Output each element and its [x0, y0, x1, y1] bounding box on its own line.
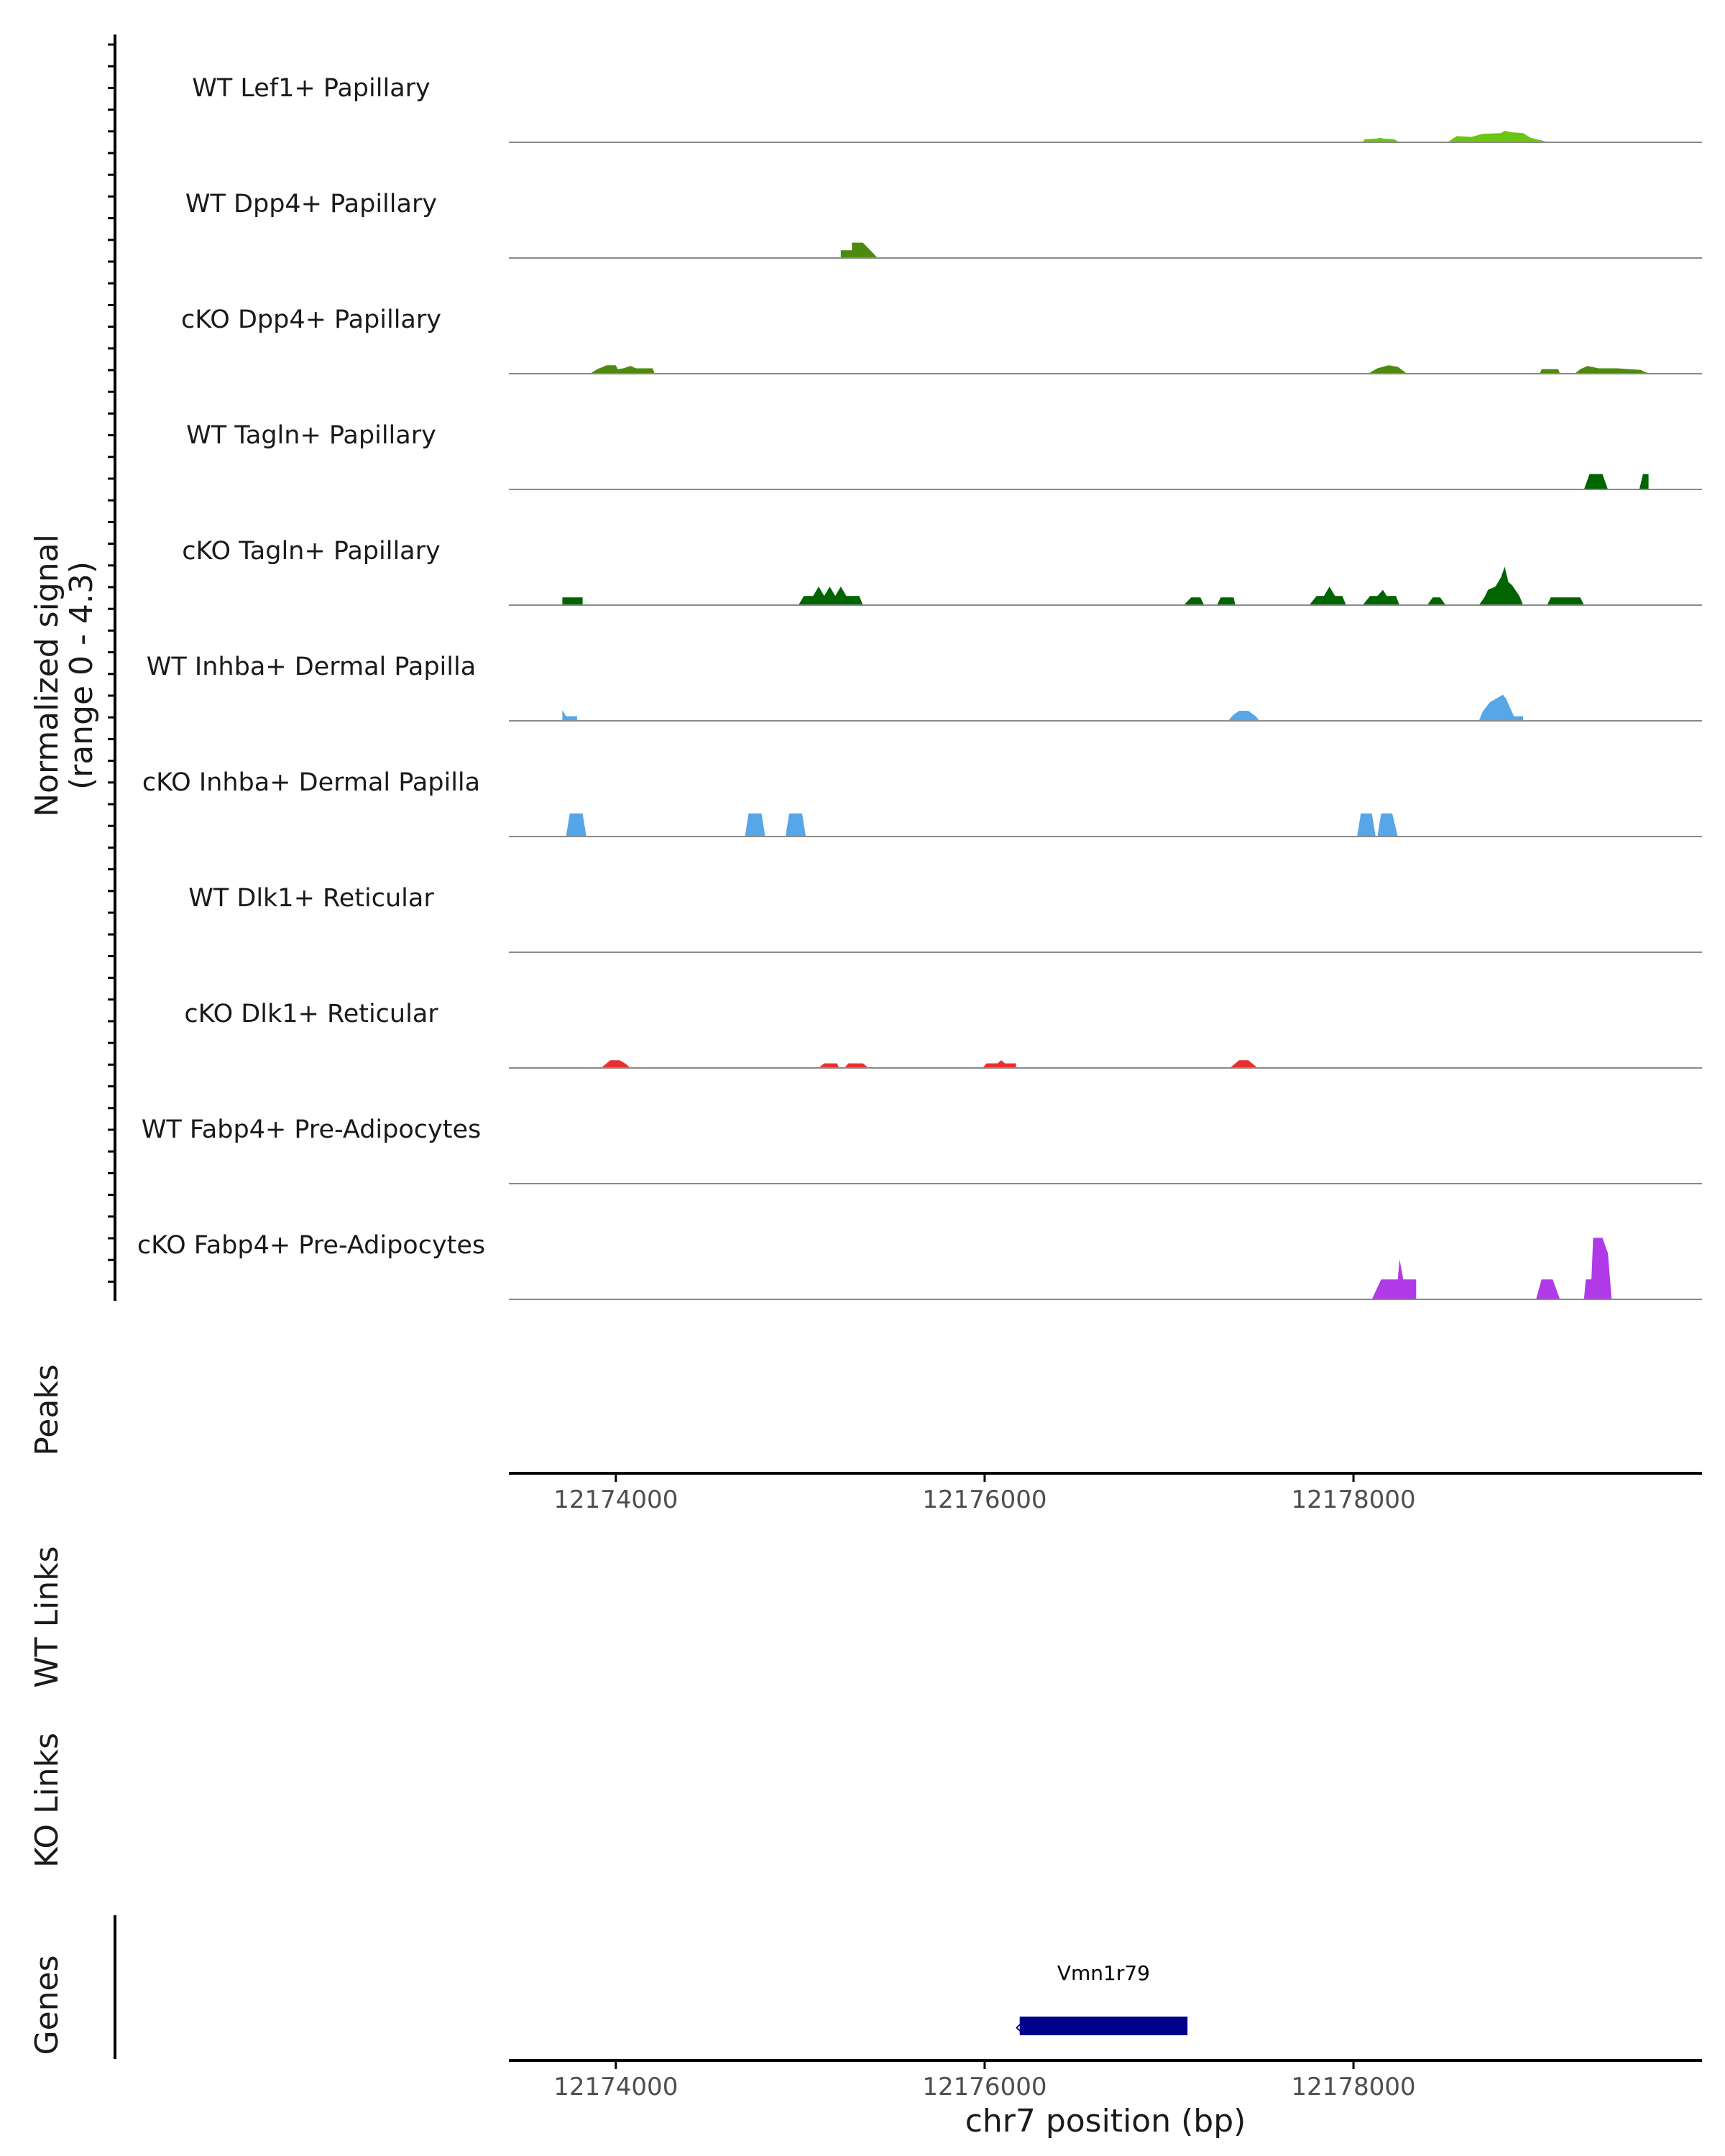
track-label: cKO Fabp4+ Pre-Adipocytes: [137, 1231, 485, 1260]
signal-y-ticks: [108, 43, 115, 1283]
signal-y-range-label: (range 0 - 4.3): [63, 561, 100, 790]
x-tick-label: 12176000: [922, 1485, 1046, 1514]
track-label: WT Dpp4+ Papillary: [185, 190, 437, 218]
track-8: cKO Dlk1+ Reticular: [184, 1000, 1702, 1069]
track-signal: [566, 813, 1398, 837]
track-signal: [840, 242, 878, 258]
track-0: WT Lef1+ Papillary: [192, 74, 1702, 143]
track-signal: [1371, 1238, 1612, 1299]
track-label: WT Tagln+ Papillary: [186, 421, 436, 450]
x-tick-label: 12176000: [922, 2073, 1046, 2101]
track-5: WT Inhba+ Dermal Papilla: [147, 653, 1702, 722]
strand-arrow-icon: ‹: [1014, 2017, 1021, 2038]
track-label: WT Fabp4+ Pre-Adipocytes: [142, 1115, 481, 1144]
gene-label: Vmn1r79: [1057, 1961, 1150, 1985]
track-signal: [562, 566, 1584, 605]
track-signal: [1583, 474, 1649, 489]
signal-y-label: Normalized signal: [29, 534, 65, 817]
x-tick-label: 12178000: [1292, 1485, 1416, 1514]
track-label: cKO Tagln+ Papillary: [182, 537, 441, 566]
track-1: WT Dpp4+ Papillary: [185, 190, 1702, 259]
track-9: WT Fabp4+ Pre-Adipocytes: [142, 1115, 1702, 1184]
x-axis-label: chr7 position (bp): [965, 2103, 1246, 2139]
track-6: cKO Inhba+ Dermal Papilla: [142, 768, 1702, 837]
peaks-panel-label: Peaks: [29, 1364, 65, 1455]
track-10: cKO Fabp4+ Pre-Adipocytes: [137, 1231, 1702, 1300]
track-signal: [1362, 131, 1549, 142]
track-label: WT Lef1+ Papillary: [192, 74, 431, 103]
x-tick-label: 12174000: [553, 1485, 678, 1514]
track-7: WT Dlk1+ Reticular: [188, 884, 1702, 953]
track-3: WT Tagln+ Papillary: [186, 421, 1702, 490]
track-label: WT Dlk1+ Reticular: [188, 884, 434, 913]
wt-links-panel-label: WT Links: [29, 1546, 65, 1687]
track-2: cKO Dpp4+ Papillary: [181, 305, 1702, 374]
track-signal: [562, 694, 1524, 721]
track-signal: [601, 1060, 1258, 1068]
track-label: cKO Inhba+ Dermal Papilla: [142, 768, 480, 797]
track-label: cKO Dlk1+ Reticular: [184, 1000, 438, 1028]
track-signal: [589, 365, 1652, 374]
peaks-x-ticks: 12174000 12176000 12178000: [553, 1473, 1416, 1514]
x-tick-label: 12174000: [553, 2073, 678, 2101]
track-label: cKO Dpp4+ Papillary: [181, 305, 441, 334]
track-label: WT Inhba+ Dermal Papilla: [147, 653, 476, 681]
track-4: cKO Tagln+ Papillary: [182, 537, 1702, 606]
ko-links-panel-label: KO Links: [29, 1733, 65, 1868]
gene-track: Vmn1r79 ‹: [1014, 1961, 1188, 2038]
gene-body: [1019, 2017, 1188, 2035]
genes-x-ticks: 12174000 12176000 12178000: [553, 2060, 1416, 2101]
x-tick-label: 12178000: [1292, 2073, 1416, 2101]
genes-panel-label: Genes: [29, 1955, 65, 2055]
coverage-tracks: WT Lef1+ Papillary WT Dpp4+ Papillary cKO …: [137, 74, 1702, 1300]
